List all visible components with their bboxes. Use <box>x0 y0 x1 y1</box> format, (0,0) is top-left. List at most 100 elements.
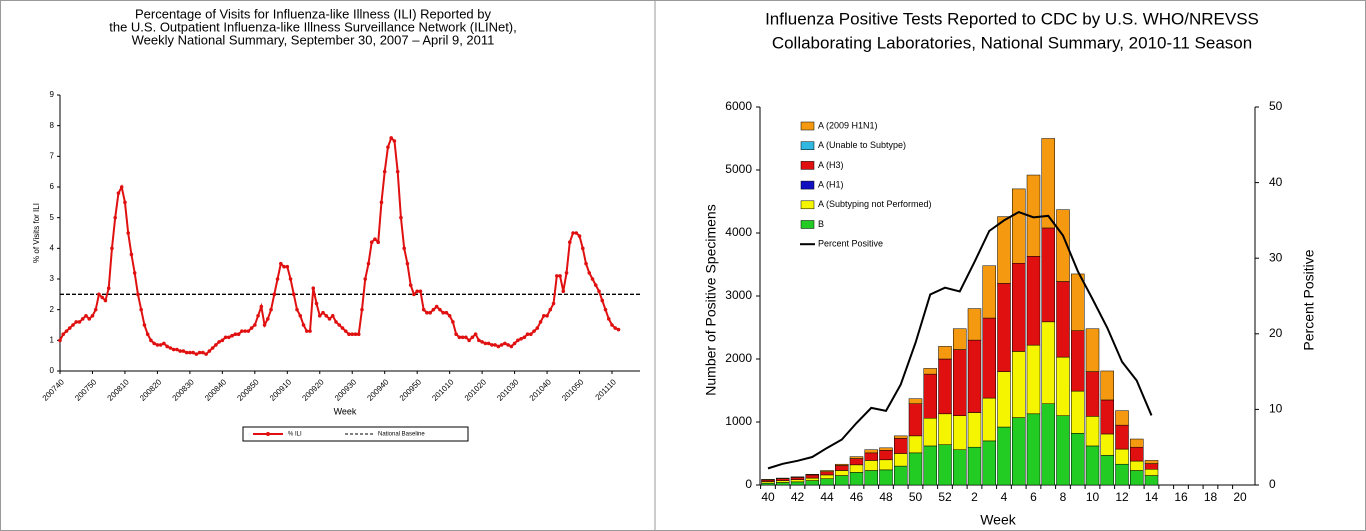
bar-segment <box>835 470 849 476</box>
bar-segment <box>761 482 775 486</box>
x-tick-label: 200850 <box>235 377 261 403</box>
ili-point <box>483 341 488 346</box>
y-tick-label: 5000 <box>725 162 752 176</box>
bar-segment <box>997 371 1011 428</box>
ili-point <box>480 340 484 344</box>
ili-point <box>535 326 540 330</box>
bar-segment <box>1085 445 1100 486</box>
ili-point <box>542 314 546 318</box>
ili-point <box>194 352 199 356</box>
x-tick-label: 16 <box>1174 490 1188 504</box>
ili-point <box>240 329 244 333</box>
ili-point <box>373 237 377 241</box>
ili-point <box>564 271 569 275</box>
ili-point <box>126 231 130 235</box>
ili-point <box>408 283 413 287</box>
chart-title: Weekly National Summary, September 30, 2… <box>132 32 495 47</box>
ili-point <box>418 289 423 294</box>
bar-segment <box>1056 356 1070 416</box>
legend-label: National Baseline <box>378 432 425 438</box>
bar-segment <box>1085 328 1100 372</box>
ili-point <box>464 335 468 340</box>
ili-point <box>499 343 504 347</box>
ili-point <box>110 246 114 251</box>
y-tick-label: 9 <box>50 90 55 99</box>
ili-point <box>412 292 416 297</box>
ili-point <box>301 323 306 327</box>
ili-point <box>129 252 134 257</box>
ili-point <box>454 332 458 337</box>
bar-segment <box>1026 344 1041 415</box>
bar-segment <box>1012 351 1026 418</box>
ili-point <box>366 261 371 266</box>
bar-segment <box>1012 262 1026 352</box>
y2-tick-label: 10 <box>1269 402 1283 416</box>
ili-point <box>74 320 79 324</box>
bar-segment <box>805 474 819 479</box>
bar-segment <box>894 435 908 439</box>
ili-point <box>360 307 364 312</box>
bar-segment <box>1012 417 1026 486</box>
ili-point <box>119 185 124 189</box>
chart-title: Percentage of Visits for Influenza-like … <box>135 6 491 21</box>
ili-point <box>571 231 575 235</box>
bar-segment <box>1041 403 1055 486</box>
ili-point <box>152 341 156 346</box>
ili-point <box>61 332 66 337</box>
ili-point <box>175 347 179 352</box>
x-tick-label: 200750 <box>73 377 99 403</box>
ili-point <box>298 314 303 318</box>
ili-point <box>538 320 543 324</box>
ili-point <box>376 240 381 244</box>
ili-point <box>282 264 286 269</box>
y-tick-label: 4 <box>50 243 55 252</box>
x-tick-label: 201050 <box>560 377 586 403</box>
ili-point <box>204 352 208 356</box>
ili-point <box>477 338 481 343</box>
ili-point <box>428 310 432 315</box>
x-tick-label: 6 <box>1030 490 1037 504</box>
ili-point <box>473 332 478 337</box>
bar-segment <box>953 328 967 350</box>
ili-point <box>389 136 394 140</box>
bar-segment <box>908 398 923 404</box>
x-axis-label: Week <box>334 406 357 416</box>
ili-point <box>77 320 82 324</box>
ili-point <box>421 307 426 312</box>
x-tick-label: 12 <box>1115 490 1129 504</box>
ili-point <box>415 289 419 294</box>
bar-segment <box>790 481 805 486</box>
ili-point <box>103 298 108 303</box>
legend-label: Percent Positive <box>818 239 883 249</box>
ili-point <box>285 264 290 269</box>
bar-segment <box>923 445 937 486</box>
y-tick-label: 2 <box>50 305 55 314</box>
y2-tick-label: 50 <box>1269 99 1283 113</box>
ili-point <box>493 343 497 347</box>
ili-point <box>58 338 62 343</box>
x-tick-label: 200740 <box>41 377 67 403</box>
ili-point <box>558 274 562 278</box>
bar-segment <box>1071 330 1085 392</box>
ili-point <box>350 332 355 337</box>
ili-point <box>584 261 588 266</box>
bar-segment <box>1100 433 1114 456</box>
ili-point <box>272 292 277 297</box>
bar-segment <box>879 450 893 461</box>
ili-point <box>561 289 566 294</box>
y-tick-label: 0 <box>50 366 55 375</box>
ili-point <box>275 277 280 281</box>
ili-point <box>113 215 117 220</box>
ili-point <box>486 341 491 346</box>
bar-segment <box>1130 438 1144 448</box>
x-tick-label: 14 <box>1145 490 1159 504</box>
ili-point <box>279 261 283 266</box>
bar-segment <box>1115 448 1129 465</box>
ili-point <box>311 286 316 291</box>
bar-segment <box>1100 399 1114 435</box>
bar-segment <box>1071 390 1085 434</box>
bar-segment <box>1130 470 1144 486</box>
y2-axis-label: Percent Positive <box>1301 249 1317 350</box>
ili-point <box>191 350 195 355</box>
bar-segment <box>967 446 982 486</box>
